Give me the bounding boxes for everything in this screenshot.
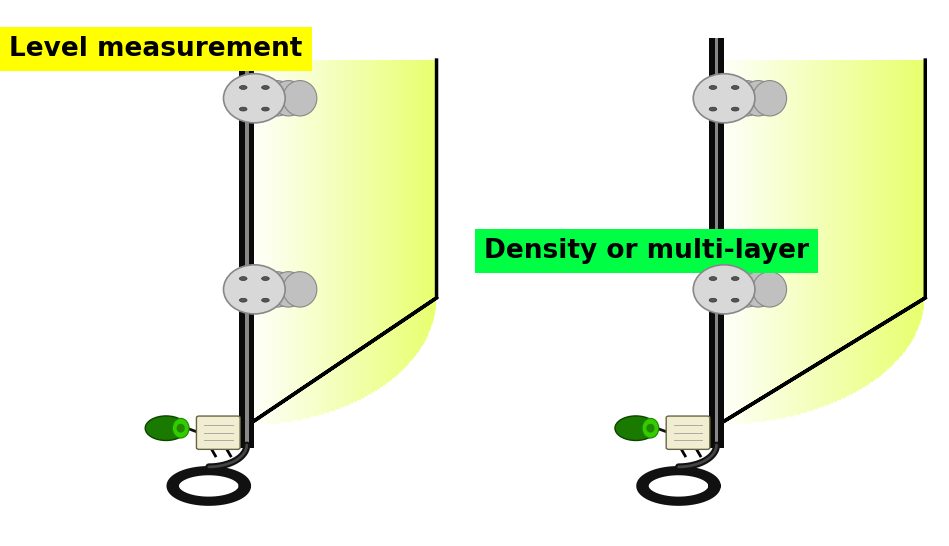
Bar [715, 38, 718, 448]
Ellipse shape [262, 298, 270, 302]
Ellipse shape [239, 86, 247, 90]
Ellipse shape [283, 81, 317, 116]
Ellipse shape [271, 81, 306, 116]
Bar [239, 38, 254, 448]
Ellipse shape [646, 424, 655, 432]
Ellipse shape [732, 107, 739, 111]
Ellipse shape [262, 277, 270, 281]
Ellipse shape [177, 424, 185, 432]
Ellipse shape [249, 81, 283, 116]
Ellipse shape [709, 277, 716, 281]
FancyBboxPatch shape [666, 416, 710, 449]
Ellipse shape [262, 86, 270, 90]
Ellipse shape [693, 74, 754, 123]
FancyBboxPatch shape [196, 416, 240, 449]
Ellipse shape [239, 298, 247, 302]
Ellipse shape [283, 272, 317, 307]
Ellipse shape [730, 272, 764, 307]
Ellipse shape [224, 265, 286, 314]
Ellipse shape [145, 416, 187, 441]
Ellipse shape [709, 86, 716, 90]
Text: Density or multi-layer: Density or multi-layer [484, 238, 809, 264]
Ellipse shape [239, 107, 247, 111]
Ellipse shape [693, 265, 754, 314]
Text: Level measurement: Level measurement [9, 36, 303, 62]
Ellipse shape [741, 272, 775, 307]
Ellipse shape [732, 298, 739, 302]
Ellipse shape [249, 272, 283, 307]
Ellipse shape [753, 272, 787, 307]
Ellipse shape [718, 272, 753, 307]
Ellipse shape [709, 298, 716, 302]
Ellipse shape [709, 107, 716, 111]
Ellipse shape [615, 416, 657, 441]
Ellipse shape [642, 418, 659, 438]
Bar [245, 38, 249, 448]
Ellipse shape [732, 277, 739, 281]
Ellipse shape [741, 81, 775, 116]
Ellipse shape [260, 81, 294, 116]
Bar [714, 95, 720, 102]
Bar [243, 286, 250, 293]
Ellipse shape [173, 418, 189, 438]
Ellipse shape [753, 81, 787, 116]
Bar [709, 38, 724, 448]
Bar [714, 286, 720, 293]
Ellipse shape [271, 272, 306, 307]
Ellipse shape [224, 74, 286, 123]
Ellipse shape [239, 277, 247, 281]
Bar [243, 95, 250, 102]
Ellipse shape [732, 86, 739, 90]
Ellipse shape [730, 81, 764, 116]
Ellipse shape [260, 272, 294, 307]
Ellipse shape [262, 107, 270, 111]
Ellipse shape [718, 81, 753, 116]
